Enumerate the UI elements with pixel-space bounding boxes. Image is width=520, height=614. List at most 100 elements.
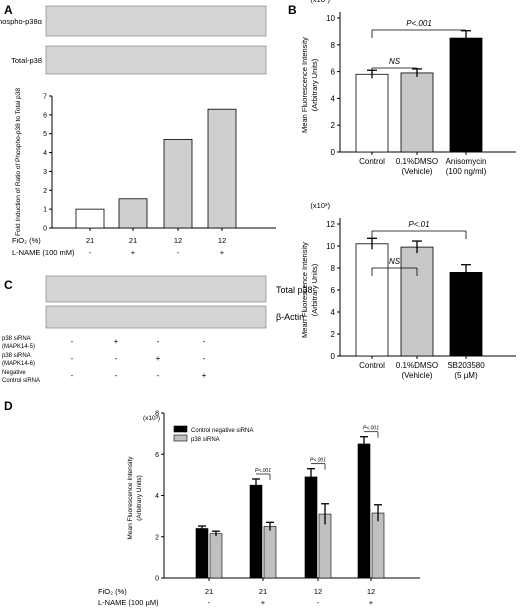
error-bar-d <box>198 525 206 531</box>
x-tick-label-b1: 0.1%DMSO <box>396 157 438 166</box>
y-tick-label-b1: 8 <box>331 41 336 50</box>
error-bar-d <box>212 530 220 537</box>
error-bar-d <box>374 504 382 522</box>
error-bar-d <box>252 478 260 492</box>
blot-background <box>45 275 267 303</box>
y-tick-label-b1: 10 <box>326 14 335 23</box>
condition-label-c: p38 siRNA <box>2 336 31 342</box>
y-tick-label-a: 2 <box>43 188 47 195</box>
condition-label-c: p38 siRNA <box>2 353 31 359</box>
significance-bracket-d: P<.001 <box>255 468 271 480</box>
significance-bracket-b1: P<.001 <box>371 19 467 38</box>
y-tick-label-b2: 6 <box>331 286 336 295</box>
condition-value-a: 12 <box>174 236 182 245</box>
condition-value-a: 12 <box>218 236 226 245</box>
condition-label-a: FiO₂ (%) <box>12 236 41 245</box>
bar-a <box>207 108 237 229</box>
condition-value-c: - <box>203 354 206 363</box>
y-tick-label-b2: 4 <box>331 308 336 317</box>
exponent-label-b2: (x10³) <box>310 201 330 210</box>
panel-letter-a: A <box>4 3 13 17</box>
error-bar-b2 <box>461 264 471 281</box>
bar-d <box>357 443 371 579</box>
y-tick-label-b1: 0 <box>331 148 336 157</box>
y-axis-label-a: Fold Induction of Ratio of Phospho-p38 t… <box>15 88 22 236</box>
legend-label-d: p38 siRNA <box>191 437 220 443</box>
y-tick-label-a: 3 <box>43 169 47 176</box>
bar-b1 <box>355 73 389 153</box>
legend-swatch-d <box>173 425 188 433</box>
significance-label: NS <box>389 257 401 266</box>
x-tick-label-b1: Anisomycin <box>446 157 487 166</box>
condition-value-c: + <box>114 337 119 346</box>
y-tick-label-d: 6 <box>155 452 159 459</box>
y-tick-label-a: 7 <box>43 94 47 101</box>
x-tick-label-b1: (100 ng/ml) <box>446 167 487 176</box>
condition-value-c: - <box>157 371 160 380</box>
x-tick-label-b2: SB203580 <box>447 361 485 370</box>
significance-bracket-d: P<.001 <box>310 458 326 470</box>
blot-label-c-beta-actin: β-Actin <box>276 312 304 322</box>
bar-a <box>118 198 148 229</box>
condition-value-d: 12 <box>367 587 375 596</box>
blot-c-beta-actin <box>45 305 267 329</box>
condition-value-a: - <box>177 248 180 257</box>
panel-letter-b: B <box>288 3 297 17</box>
blot-background <box>45 5 267 37</box>
significance-label-d: P<.001 <box>255 468 271 474</box>
condition-value-c: - <box>203 337 206 346</box>
error-bar-d <box>266 521 274 531</box>
bar-d <box>304 476 318 579</box>
condition-value-d: 21 <box>205 587 213 596</box>
bar-d <box>209 533 223 579</box>
condition-label-d: FiO₂ (%) <box>98 587 127 596</box>
significance-label: P<.01 <box>408 220 429 229</box>
condition-value-c: - <box>115 371 118 380</box>
y-tick-label-d: 8 <box>155 411 159 418</box>
y-tick-label-a: 5 <box>43 131 47 138</box>
error-bar-b2 <box>412 240 422 254</box>
y-axis-label-b2: Mean Fluorescence Intensity <box>300 242 309 338</box>
condition-value-a: 21 <box>86 236 94 245</box>
significance-label-d: P<.001 <box>310 458 326 464</box>
y-tick-label-b2: 10 <box>326 242 335 251</box>
error-bar-d <box>360 436 368 452</box>
significance-bracket-d: P<.001 <box>363 426 379 438</box>
condition-value-c: + <box>156 354 161 363</box>
blot-total-p38 <box>45 45 267 75</box>
x-tick-label-b1: (Vehicle) <box>401 167 432 176</box>
y-axis-label-2-b2: (Arbitrary Units) <box>310 263 319 316</box>
condition-value-a: 21 <box>129 236 137 245</box>
exponent-label-d: (x10³) <box>143 415 160 422</box>
x-tick-label-b2: Control <box>359 361 385 370</box>
x-tick-label-b1: Control <box>359 157 385 166</box>
y-axis-label-d: Mean Fluorescence Intensity <box>127 456 134 540</box>
bar-b2 <box>355 243 389 357</box>
condition-value-c: + <box>202 371 207 380</box>
y-axis-label-b1: Mean Fluorescence Intensity <box>300 37 309 133</box>
bar-b1 <box>400 72 434 153</box>
condition-value-c: - <box>71 371 74 380</box>
bar-d <box>249 484 263 579</box>
error-bar-d <box>307 468 315 486</box>
significance-bracket-b2: NS <box>371 257 418 276</box>
condition-label-c: Negative <box>2 370 26 376</box>
x-tick-label-b2: (5 µM) <box>454 371 478 380</box>
condition-value-a: - <box>89 248 92 257</box>
y-tick-label-b2: 2 <box>331 330 336 339</box>
condition-value-d: 21 <box>259 587 267 596</box>
blot-label-phospho-p38: Phospho-p38α <box>0 17 43 26</box>
condition-value-d: - <box>317 598 320 607</box>
y-tick-label-b1: 4 <box>331 94 336 103</box>
condition-label-a: L-NAME (100 mM) <box>12 248 75 257</box>
bar-b1 <box>449 37 483 153</box>
significance-bracket-b1: NS <box>371 57 418 76</box>
y-axis-label-2-b1: (Arbitrary Units) <box>310 58 319 111</box>
y-axis-label-2-d: (Arbitrary Units) <box>136 475 143 521</box>
condition-value-d: + <box>261 598 266 607</box>
significance-label: P<.001 <box>406 19 432 28</box>
y-tick-label-b2: 8 <box>331 264 336 273</box>
blot-c-total-p38 <box>45 275 267 303</box>
bar-a <box>163 138 193 229</box>
